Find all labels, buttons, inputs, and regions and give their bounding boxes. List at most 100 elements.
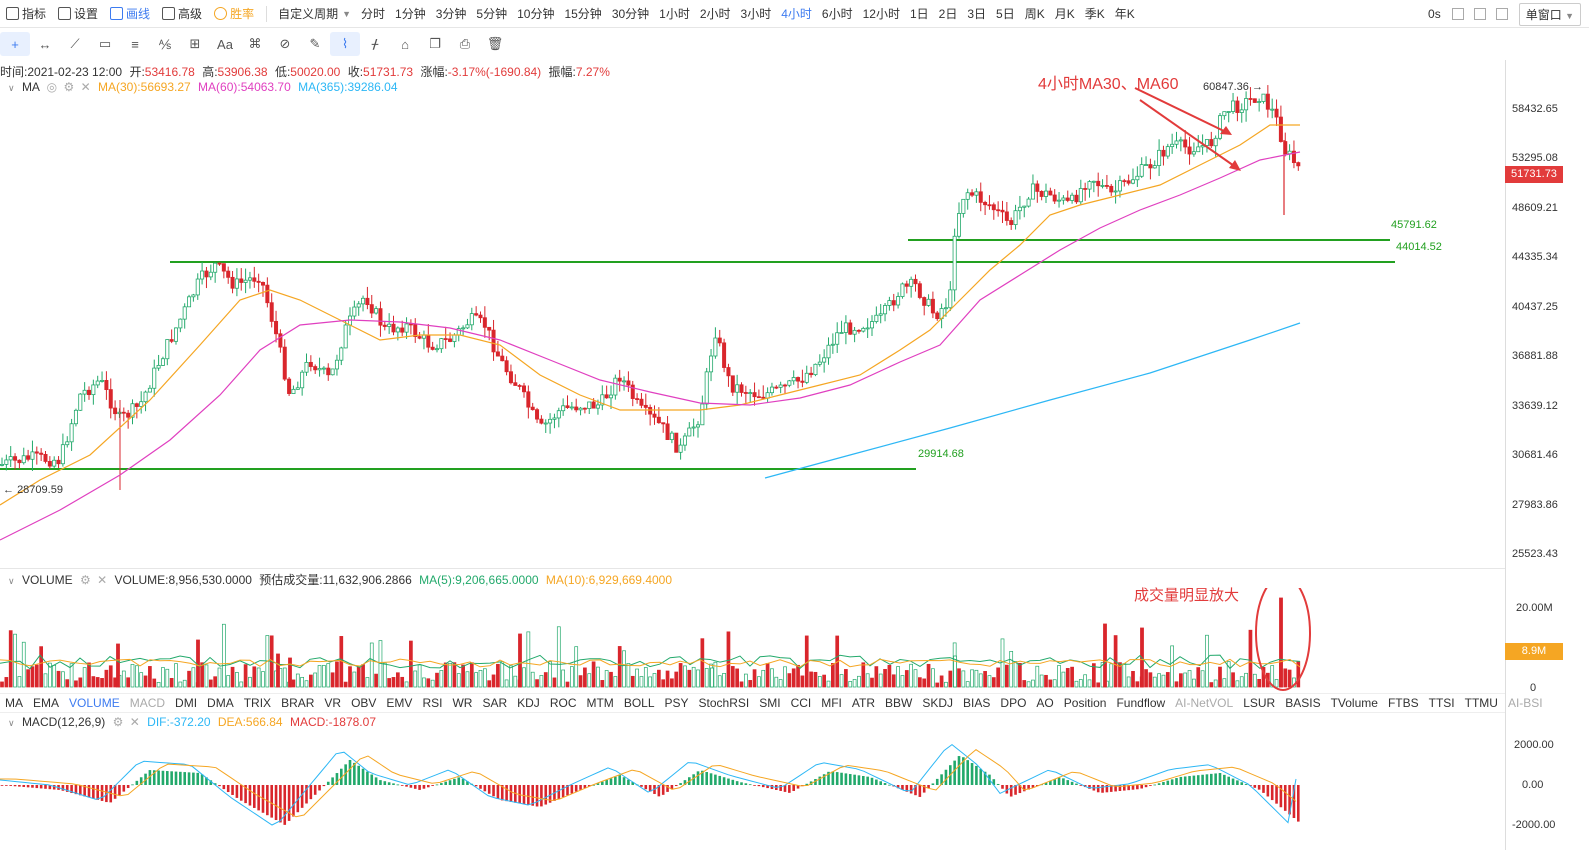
period-tab[interactable]: 3分钟 — [435, 7, 467, 21]
popout-icon[interactable] — [1473, 8, 1486, 20]
indicator-tab[interactable]: CCI — [790, 696, 812, 710]
close-icon[interactable]: ✕ — [97, 573, 108, 587]
macd-chart[interactable] — [0, 730, 1505, 845]
period-tab[interactable]: 2小时 — [699, 7, 731, 21]
chevron-down-icon[interactable]: ∨ — [8, 718, 15, 728]
indicator-tab[interactable]: Fundflow — [1116, 696, 1166, 710]
period-tab[interactable]: 5日 — [996, 7, 1015, 21]
indicator-tab[interactable]: BIAS — [963, 696, 991, 710]
indicator-tab[interactable]: RSI — [422, 696, 443, 710]
indicator-tab[interactable]: TVolume — [1330, 696, 1378, 710]
volume-chart[interactable] — [0, 588, 1505, 692]
period-tab[interactable]: 1分钟 — [395, 7, 426, 21]
copy-icon[interactable]: ❐ — [429, 36, 441, 51]
period-tab[interactable]: 30分钟 — [611, 7, 650, 21]
rect-icon[interactable]: ▭ — [98, 36, 112, 51]
fullscreen-icon[interactable] — [1451, 8, 1464, 20]
indicator-tab[interactable]: EMV — [386, 696, 413, 710]
eraser-icon[interactable]: ⊘ — [279, 36, 291, 51]
indicator-tab[interactable]: EMA — [33, 696, 60, 710]
toolbar-item[interactable]: 指标 — [0, 0, 52, 28]
candlestick-chart[interactable] — [0, 60, 1589, 568]
toolbar-item[interactable]: 高级 — [156, 0, 208, 28]
chevron-down-icon[interactable]: ∨ — [8, 576, 15, 586]
period-tab[interactable]: 4小时 — [781, 7, 812, 21]
toolbar-item[interactable]: 胜率 — [208, 0, 260, 28]
indicator-tab[interactable]: DMI — [175, 696, 198, 710]
indicator-tab[interactable]: MFI — [821, 696, 842, 710]
channel-icon[interactable]: ≡ — [131, 36, 139, 52]
lock-icon[interactable]: ⌂ — [401, 36, 409, 52]
indicator-tab[interactable]: BBW — [885, 696, 913, 710]
indicator-tab[interactable]: BASIS — [1285, 696, 1321, 710]
settings-icon[interactable]: ⚙ — [79, 573, 91, 587]
period-tab[interactable]: 6小时 — [821, 7, 853, 21]
brush-icon[interactable]: ⌇ — [330, 32, 360, 56]
indicator-tab[interactable]: ATR — [851, 696, 876, 710]
ruler-icon[interactable]: ✎ — [309, 36, 321, 51]
indicator-tab[interactable]: SKDJ — [922, 696, 954, 710]
period-tab[interactable]: 季K — [1084, 7, 1105, 21]
period-tab[interactable]: 5分钟 — [476, 7, 508, 21]
indicator-tab[interactable]: LSUR — [1243, 696, 1276, 710]
settings-icon[interactable]: ⚙ — [112, 715, 124, 729]
indicator-tab[interactable]: KDJ — [517, 696, 540, 710]
measure-icon[interactable]: ⊞ — [189, 36, 201, 51]
indicator-tab[interactable]: PSY — [664, 696, 689, 710]
period-tab[interactable]: 3小时 — [740, 7, 772, 21]
indicator-tab[interactable]: DPO — [1000, 696, 1027, 710]
indicator-tab[interactable]: WR — [452, 696, 473, 710]
custom-period-dropdown[interactable]: 自定义周期 ▼ — [273, 0, 356, 28]
period-tab[interactable]: 15分钟 — [564, 7, 602, 21]
indicator-tab[interactable]: BOLL — [623, 696, 655, 710]
period-tab[interactable]: 2日 — [938, 7, 958, 21]
indicator-tab[interactable]: MA — [5, 696, 23, 710]
indicator-tab[interactable]: BRAR — [281, 696, 315, 710]
indicator-tab[interactable]: AI-BSI — [1507, 696, 1543, 710]
indicator-tab[interactable]: TTMU — [1464, 696, 1498, 710]
period-tab[interactable]: 12小时 — [862, 7, 900, 21]
indicator-tab[interactable]: MACD — [129, 696, 166, 710]
period-tab[interactable]: 分时 — [361, 7, 386, 21]
trash-icon[interactable]: 🗑 — [486, 36, 504, 51]
indicator-tab[interactable]: OBV — [351, 696, 377, 710]
period-tab[interactable]: 3日 — [967, 7, 987, 21]
screenshot-icon[interactable]: ⎙ — [459, 36, 471, 51]
indicator-tab[interactable]: ROC — [549, 696, 577, 710]
indicator-tab[interactable]: MTM — [586, 696, 614, 710]
indicator-tab[interactable]: SMI — [759, 696, 781, 710]
indicator-tab[interactable]: VOLUME — [69, 696, 120, 710]
indicator-tab[interactable]: VR — [324, 696, 342, 710]
indicator-tab[interactable]: SAR — [482, 696, 508, 710]
period-tab[interactable]: 1日 — [909, 7, 929, 21]
pattern-icon[interactable]: ⌘ — [248, 36, 262, 51]
period-tab[interactable]: 周K — [1024, 7, 1045, 21]
grid-icon[interactable]: ᚋ — [371, 36, 379, 51]
indicator-tab[interactable]: FTBS — [1387, 696, 1419, 710]
toolbar-item[interactable]: 画线 — [104, 0, 156, 28]
screenshot-icon[interactable] — [1495, 8, 1508, 20]
close-icon[interactable]: ✕ — [129, 715, 140, 729]
indicator-tab[interactable]: Position — [1063, 696, 1107, 710]
indicator-tab[interactable]: TRIX — [243, 696, 272, 710]
indicator-tab[interactable]: TTSI — [1428, 696, 1455, 710]
indicator-tab[interactable]: AI-NetVOL — [1175, 696, 1234, 710]
chevron-down-icon[interactable]: ∨ — [8, 83, 15, 93]
close-icon[interactable]: ✕ — [80, 80, 91, 94]
indicator-tab[interactable]: StochRSI — [698, 696, 750, 710]
crosshair-icon[interactable]: + — [0, 32, 30, 56]
period-tab[interactable]: 月K — [1054, 7, 1075, 21]
period-tab[interactable]: 1小时 — [659, 7, 690, 21]
eye-icon[interactable]: ◎ — [46, 80, 58, 94]
indicator-tab[interactable]: DMA — [207, 696, 234, 710]
trendline-icon[interactable]: ⟋ — [70, 36, 80, 51]
hline-icon[interactable]: ↔ — [38, 36, 52, 52]
indicator-tab[interactable]: AO — [1036, 696, 1054, 710]
window-mode-button[interactable]: 单窗口 ▼ — [1518, 2, 1581, 26]
fib-icon[interactable]: ⅍ — [158, 36, 172, 52]
settings-icon[interactable]: ⚙ — [63, 80, 75, 94]
text-icon[interactable]: Aa — [217, 36, 233, 52]
period-tab[interactable]: 年K — [1114, 7, 1135, 21]
period-tab[interactable]: 10分钟 — [517, 7, 555, 21]
toolbar-item[interactable]: 设置 — [52, 0, 104, 28]
